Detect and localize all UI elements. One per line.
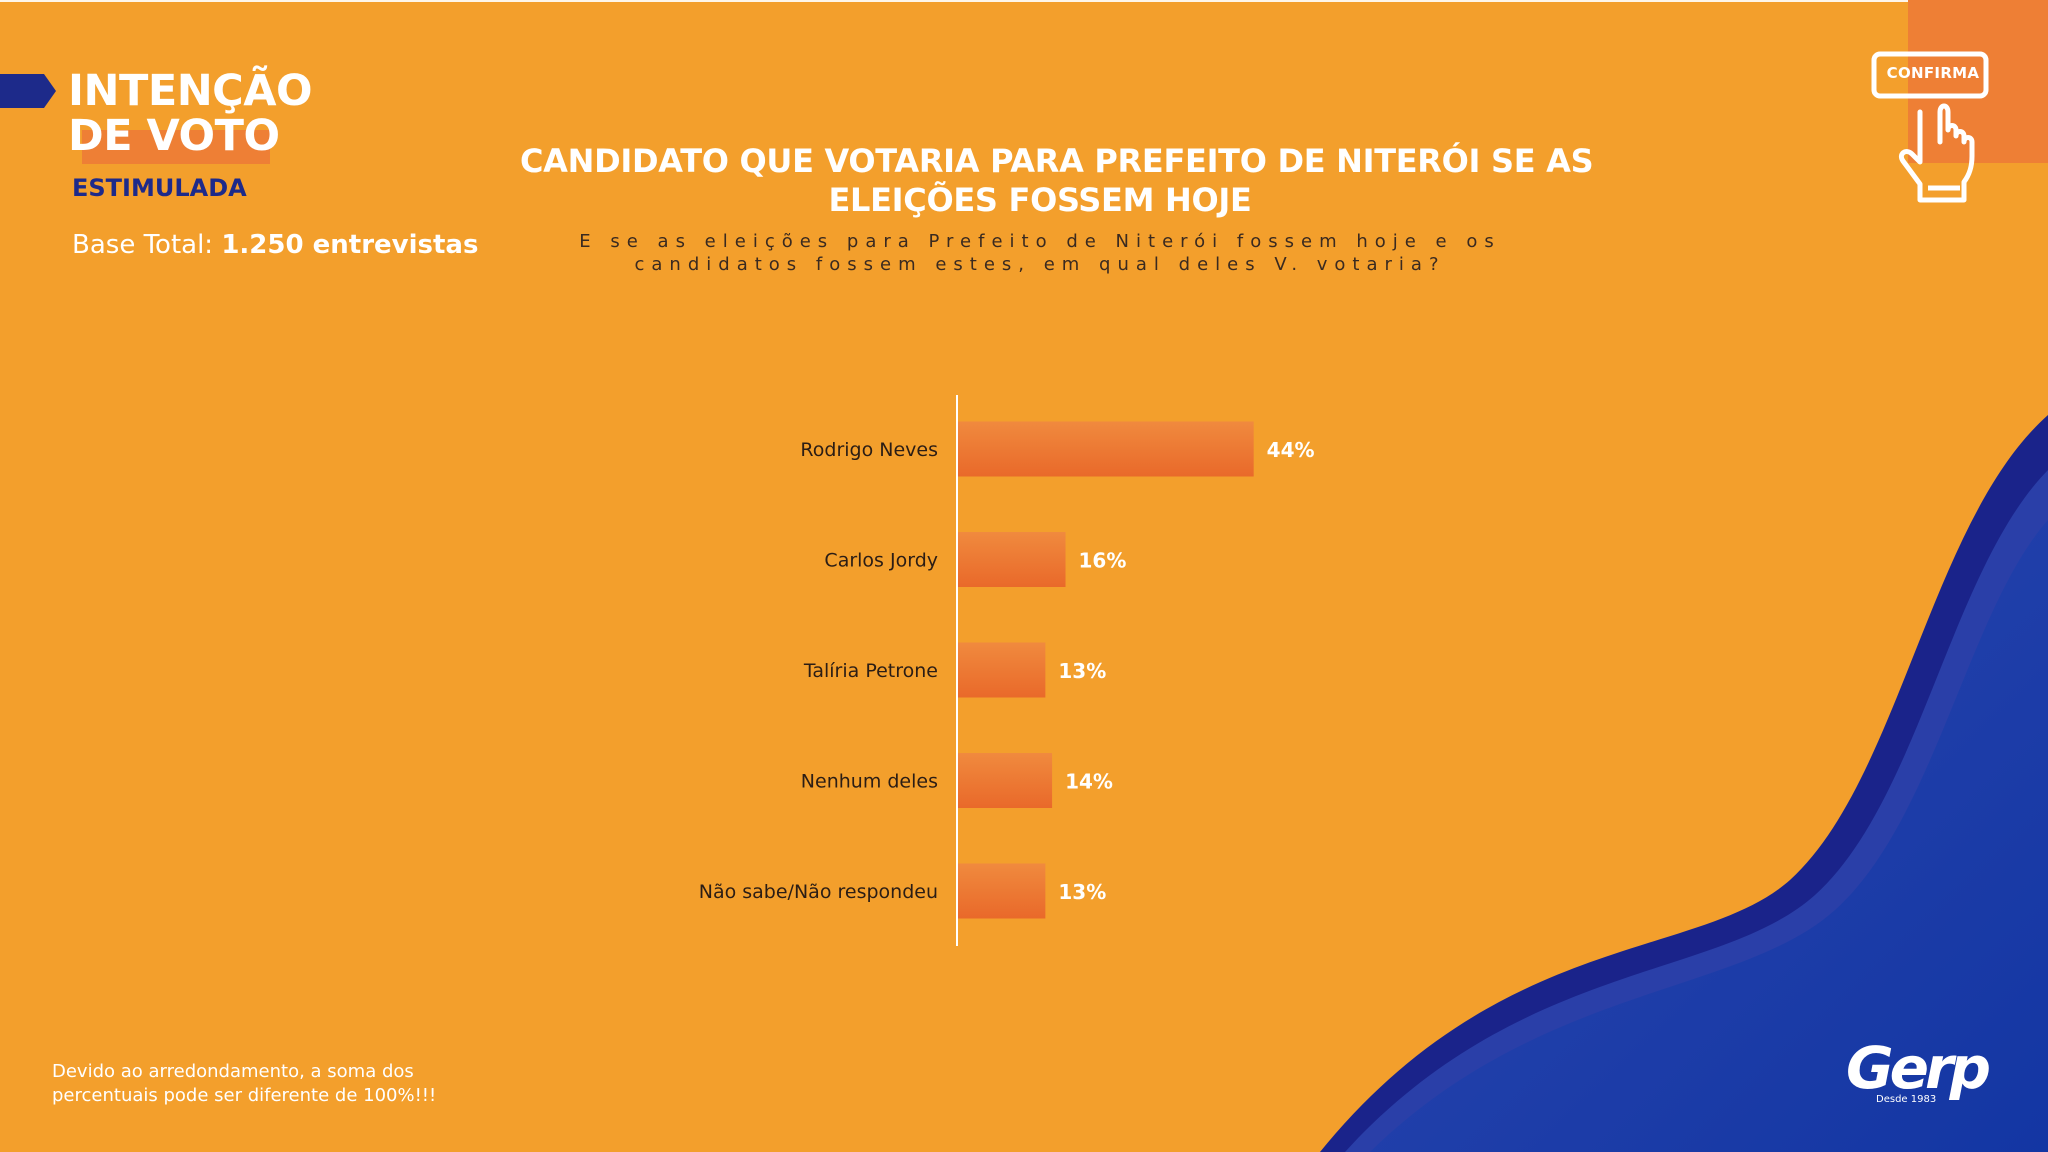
- corner-accent-block: [1908, 0, 2048, 163]
- bar-2: [958, 642, 1046, 698]
- category-label-0: Rodrigo Neves: [800, 439, 938, 461]
- category-label-4: Não sabe/Não respondeu: [699, 881, 938, 903]
- rounding-note: Devido ao arredondamento, a soma dos per…: [52, 1060, 436, 1108]
- top-border: [0, 0, 1908, 2]
- bar-3: [958, 753, 1053, 808]
- gerp-logo-subtitle: Desde 1983: [1876, 1094, 1937, 1105]
- bar-0: [958, 421, 1254, 477]
- sample-base-label: Base Total:: [72, 230, 214, 260]
- category-label-3: Nenhum deles: [801, 771, 938, 793]
- confirma-badge-label: CONFIRMA: [1886, 64, 1980, 82]
- page-title-line1: INTENÇÃO: [68, 66, 313, 116]
- page-title-line2: DE VOTO: [68, 111, 280, 161]
- survey-question-line2: candidatos fossem estes, em qual deles V…: [634, 254, 1446, 275]
- chart-title-line1: CANDIDATO QUE VOTARIA PARA PREFEITO DE N…: [520, 142, 1594, 180]
- value-label-1: 16%: [1079, 549, 1127, 573]
- page-subtitle: ESTIMULADA: [72, 174, 247, 202]
- rounding-note-line1: Devido ao arredondamento, a soma dos: [52, 1061, 414, 1082]
- category-label-1: Carlos Jordy: [824, 550, 938, 572]
- hand-pointer-icon: [1871, 51, 1989, 203]
- title-arrow-icon: [0, 74, 56, 108]
- bar-4: [958, 863, 1046, 919]
- value-label-2: 13%: [1058, 659, 1106, 683]
- value-label-0: 44%: [1267, 438, 1315, 462]
- bar-1: [958, 532, 1066, 587]
- value-label-3: 14%: [1065, 770, 1113, 794]
- rounding-note-line2: percentuais pode ser diferente de 100%!!…: [52, 1085, 437, 1106]
- title-highlight: [82, 130, 270, 164]
- sample-base: Base Total: 1.250 entrevistas: [72, 230, 478, 260]
- category-label-2: Talíria Petrone: [803, 660, 938, 682]
- chart-title-line2: ELEIÇÕES FOSSEM HOJE: [828, 181, 1252, 219]
- survey-question-line1: E se as eleições para Prefeito de Niteró…: [579, 231, 1501, 252]
- gerp-logo: Gerp: [1846, 1034, 1991, 1102]
- value-label-4: 13%: [1058, 880, 1106, 904]
- sample-base-value: 1.250 entrevistas: [221, 230, 479, 260]
